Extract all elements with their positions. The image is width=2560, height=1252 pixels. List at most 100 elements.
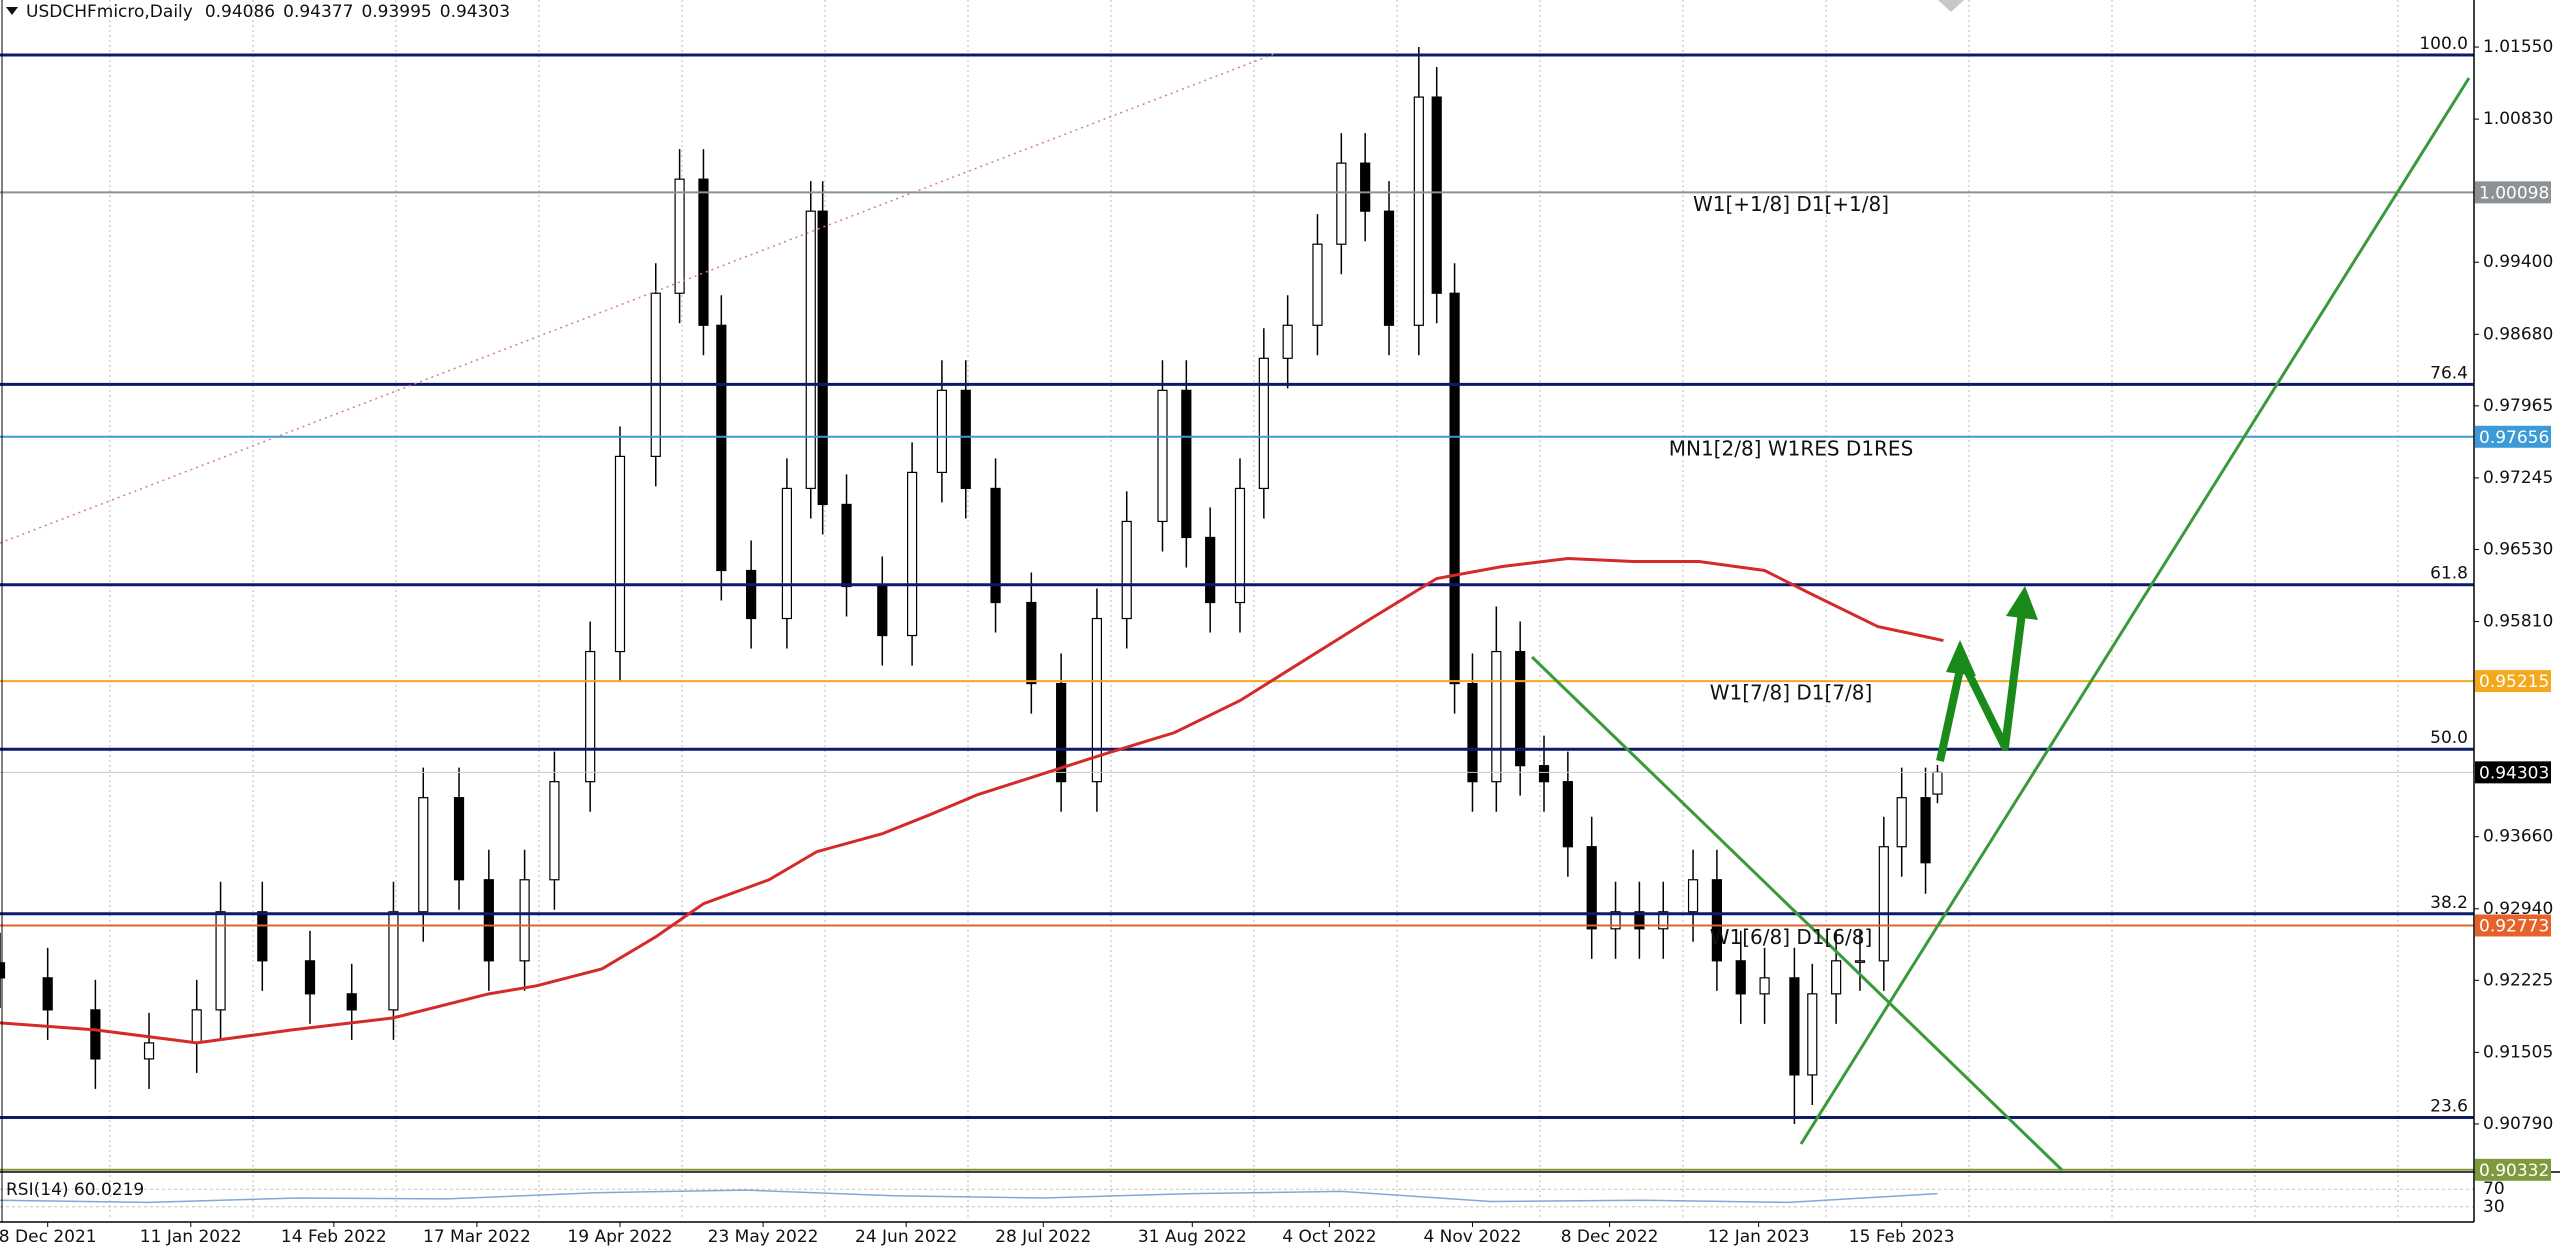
candle-body (1789, 977, 1800, 1076)
frame (0, 0, 2560, 1223)
candle-body (1634, 911, 1645, 930)
levels (0, 46, 2479, 1227)
moving-average (0, 556, 1944, 1045)
candle-body (1515, 650, 1526, 767)
x-tick-label: 31 Aug 2022 (1138, 1227, 1247, 1247)
candle-body (1759, 977, 1770, 995)
murrey-label: MN1[2/8] W1RES D1RES (1669, 436, 1914, 460)
candle-body (1413, 96, 1424, 326)
candle-body (674, 178, 685, 294)
x-tick-label: 4 Oct 2022 (1282, 1227, 1376, 1247)
murrey-label: W1[7/8] D1[7/8] (1710, 681, 1873, 705)
y-tick-label: 0.93660 (2483, 827, 2553, 847)
price-tag (2475, 761, 2551, 784)
candle-body (1735, 960, 1746, 995)
fib-label: 38.2 (2430, 893, 2468, 913)
candle-body (877, 585, 888, 637)
candle-body (257, 911, 268, 962)
price-tag (2475, 1158, 2551, 1181)
moving-average-layer (0, 556, 1944, 1204)
candle-body (1336, 162, 1347, 245)
x-tick-label: 23 May 2022 (708, 1227, 819, 1247)
candle-body (1538, 765, 1550, 783)
low-value: 0.93995 (361, 2, 431, 22)
candle-body (960, 389, 971, 490)
fib-label: 50.0 (2430, 728, 2468, 748)
arrow-head (1946, 640, 1976, 676)
x-tick-label: 4 Nov 2022 (1423, 1227, 1521, 1247)
candle-body (1449, 292, 1460, 685)
candle-body (1312, 243, 1323, 326)
price-tag (2475, 670, 2551, 693)
y-tick-label: 0.90790 (2483, 1114, 2553, 1134)
price-tag-label: 0.94303 (2479, 763, 2549, 783)
candle-body (143, 1042, 155, 1060)
x-tick-label: 19 Apr 2022 (567, 1227, 672, 1247)
drawings (0, 0, 2471, 1172)
candle-body (1360, 162, 1371, 212)
candle-body (42, 977, 53, 1011)
candle-body (936, 389, 948, 474)
y-tick-label: 0.92940 (2483, 899, 2553, 919)
candle-body (1491, 650, 1502, 783)
x-tick-label: 28 Jul 2022 (995, 1227, 1091, 1247)
candle-body (1157, 389, 1168, 523)
candle-body (698, 178, 709, 326)
candle-body (388, 911, 399, 1011)
candle-body (1831, 960, 1842, 995)
candle-body (1026, 601, 1037, 685)
x-tick-label: 11 Jan 2022 (140, 1227, 242, 1247)
candle-body (1562, 781, 1573, 848)
candle-body (1258, 357, 1269, 490)
price-tag (2475, 425, 2551, 448)
trend-line-up (1799, 77, 2471, 1145)
candle-body (1610, 911, 1621, 930)
candle-body (1091, 617, 1103, 783)
fib-label: 61.8 (2430, 564, 2468, 584)
fib-label: 100.0 (2419, 34, 2468, 54)
rsi-tick-label: 70 (2483, 1179, 2505, 1199)
candle-body (1658, 911, 1669, 930)
candle-body (90, 1009, 101, 1060)
candle-body (1431, 96, 1442, 294)
x-tick-label: 12 Jan 2023 (1708, 1227, 1810, 1247)
rsi-label: RSI(14) 60.0219 (6, 1180, 144, 1200)
chart-header: USDCHFmicro,Daily 0.94086 0.94377 0.93995 0.… (26, 2, 510, 22)
x-tick-label: 24 Jun 2022 (855, 1227, 957, 1247)
price-tag-label: 0.92773 (2479, 916, 2549, 936)
candle-body (990, 487, 1001, 604)
y-tick-label: 1.01550 (2483, 37, 2553, 57)
candle-body (585, 650, 596, 783)
candle-body (519, 879, 530, 962)
candle-body (805, 210, 816, 490)
price-tag (2475, 914, 2551, 937)
forecast-arrow (1936, 604, 2027, 762)
open-value: 0.94086 (205, 2, 275, 22)
high-value: 0.94377 (283, 2, 353, 22)
symbol-title: USDCHFmicro,Daily (26, 2, 193, 22)
arrow-head (2006, 586, 2038, 620)
y-tick-label: 0.99400 (2483, 252, 2553, 272)
candle-body (453, 797, 465, 881)
y-tick-label: 1.00830 (2483, 109, 2553, 129)
candle-body (1878, 846, 1889, 962)
candle-body (1896, 797, 1907, 848)
menu-triangle (6, 7, 18, 15)
candle-body (841, 503, 852, 588)
candle-body (304, 960, 316, 995)
price-tag-label: 1.00098 (2479, 183, 2549, 203)
price-tag (2475, 181, 2551, 204)
candle-body (215, 911, 226, 1011)
x-tick-label: 8 Dec 2022 (1561, 1227, 1659, 1247)
candle-body (614, 455, 626, 653)
candle-body (1282, 324, 1293, 359)
x-tick-label: 14 Feb 2022 (281, 1227, 387, 1247)
rsi-line (0, 1189, 1938, 1204)
candle-body (1383, 210, 1395, 326)
price-tag-label: 0.90332 (2479, 1161, 2549, 1181)
x-tick-label: 17 Mar 2022 (423, 1227, 531, 1247)
candle-body (1181, 389, 1192, 539)
y-tick-label: 0.91505 (2483, 1042, 2553, 1062)
